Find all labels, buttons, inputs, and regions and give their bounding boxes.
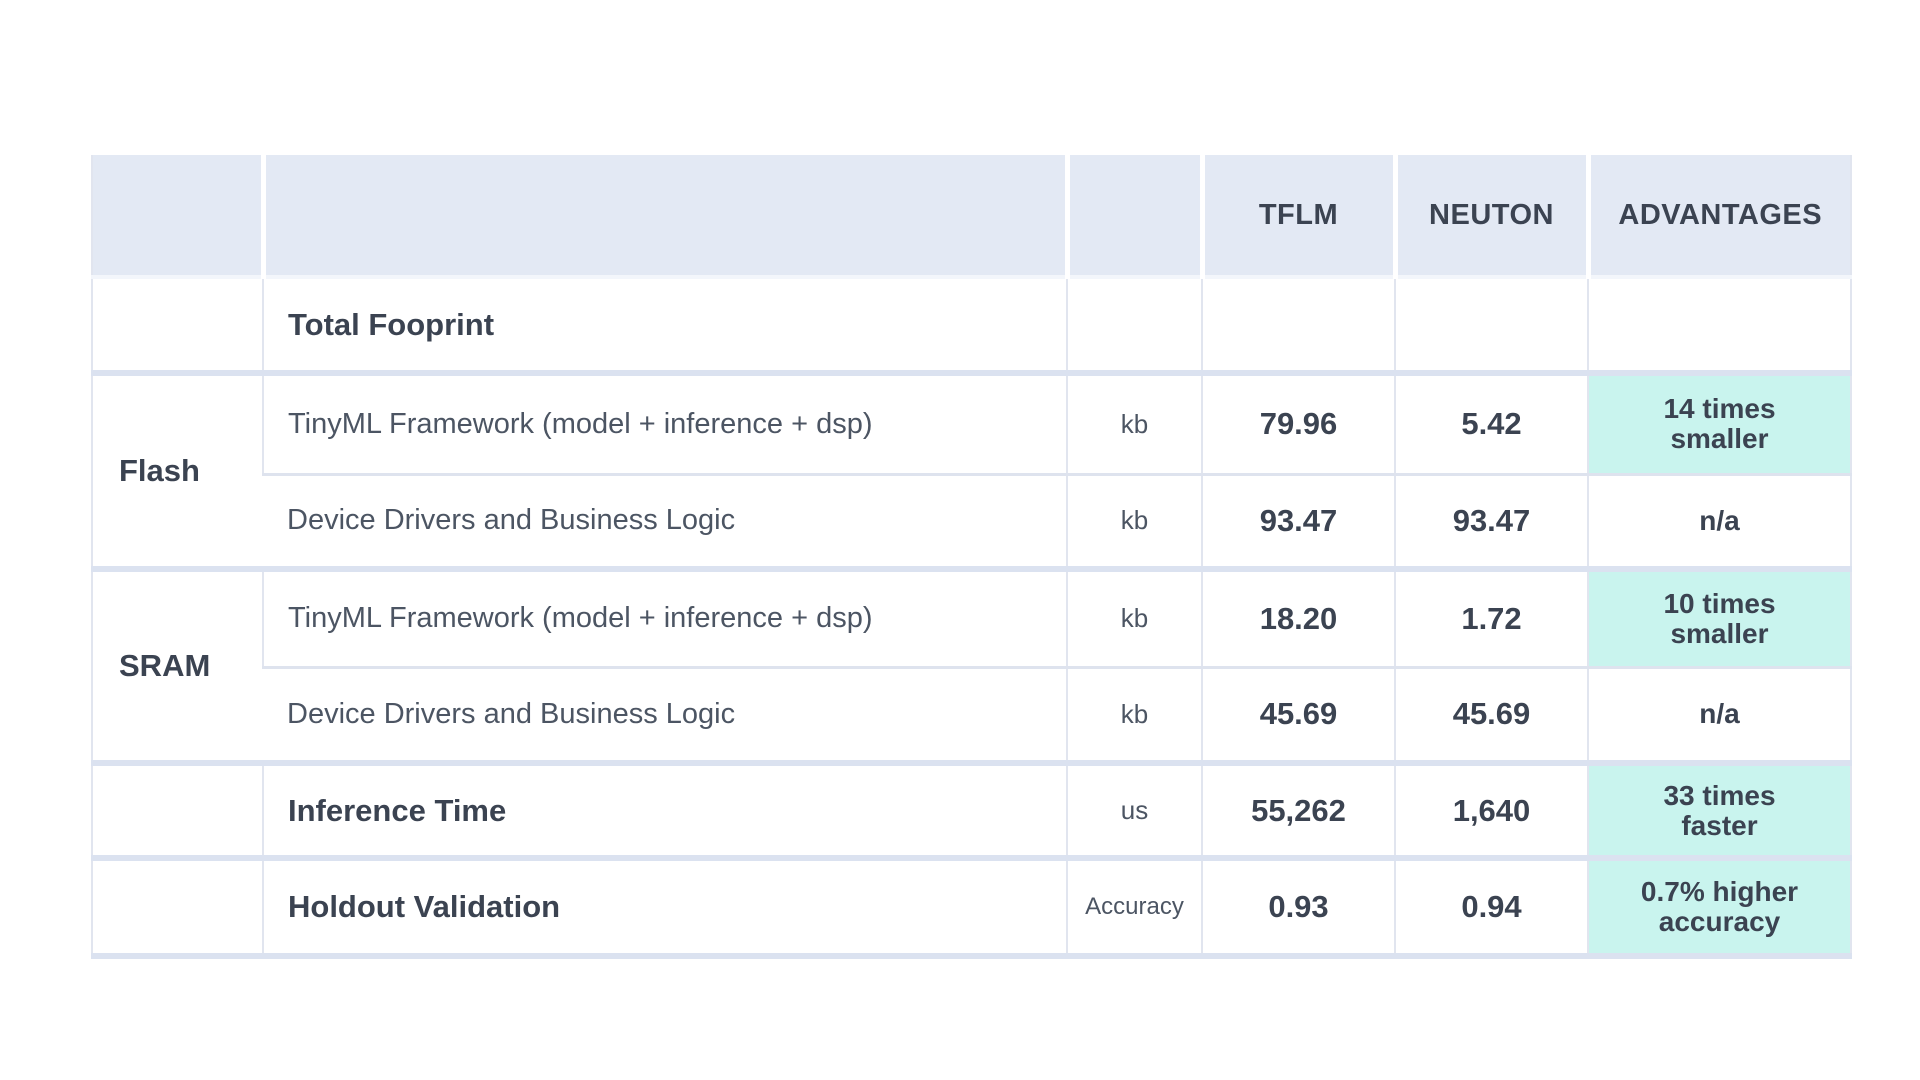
group-label-flash: Flash xyxy=(92,370,263,569)
cell-flash-drivers-unit: kb xyxy=(1066,472,1202,569)
cell-sram-framework-tflm: 18.20 xyxy=(1201,566,1395,667)
header-cell-unit-empty xyxy=(1064,155,1202,279)
cell-flash-framework-advantage: 14 times smaller xyxy=(1587,370,1851,474)
cell-sram-framework-unit: kb xyxy=(1066,566,1202,667)
cell-holdout-tflm: 0.93 xyxy=(1201,855,1395,956)
cell-sram-drivers-neuton: 45.69 xyxy=(1394,665,1588,763)
row-total-footprint: Total Fooprint xyxy=(92,277,1851,373)
row-sram-drivers: Device Drivers and Business Logic kb 45.… xyxy=(92,665,1851,763)
cell-sram-drivers-unit: kb xyxy=(1066,665,1202,763)
cell-flash-drivers-label: Device Drivers and Business Logic xyxy=(263,472,1067,569)
row-flash-framework: Flash TinyML Framework (model + inferenc… xyxy=(92,370,1851,569)
cell-inference-unit: us xyxy=(1066,760,1202,858)
header-cell-metric-empty xyxy=(260,155,1067,279)
cell-holdout-group-empty xyxy=(92,855,263,956)
cell-sram-drivers-tflm: 45.69 xyxy=(1201,665,1395,763)
cell-sram-drivers-label: Device Drivers and Business Logic xyxy=(263,665,1067,763)
cell-total-label: Total Fooprint xyxy=(262,277,1067,373)
cell-total-group-empty xyxy=(92,277,263,373)
cell-total-neuton-empty xyxy=(1394,277,1588,373)
cell-flash-drivers-neuton: 93.47 xyxy=(1394,472,1588,569)
cell-flash-framework-tflm: 79.96 xyxy=(1201,370,1395,474)
cell-flash-framework-neuton: 5.42 xyxy=(1394,370,1588,474)
header-cell-group-empty xyxy=(92,155,263,279)
cell-sram-drivers-advantage: n/a xyxy=(1587,665,1851,763)
header-cell-tflm: TFLM xyxy=(1199,155,1395,279)
cell-inference-tflm: 55,262 xyxy=(1201,760,1395,858)
cell-total-tflm-empty xyxy=(1201,277,1395,373)
row-sram-framework: SRAM TinyML Framework (model + inference… xyxy=(92,566,1851,763)
header-row: TFLM NEUTON ADVANTAGES xyxy=(92,155,1851,279)
cell-inference-neuton: 1,640 xyxy=(1394,760,1588,858)
cell-flash-framework-label: TinyML Framework (model + inference + ds… xyxy=(262,370,1067,474)
comparison-table-container: TFLM NEUTON ADVANTAGES Total Fooprint Fl… xyxy=(91,155,1852,959)
cell-flash-drivers-advantage: n/a xyxy=(1587,472,1851,569)
row-flash-drivers: Device Drivers and Business Logic kb 93.… xyxy=(92,472,1851,569)
cell-inference-label: Inference Time xyxy=(262,760,1067,858)
row-inference-time: Inference Time us 55,262 1,640 33 times … xyxy=(92,760,1851,858)
cell-flash-drivers-tflm: 93.47 xyxy=(1201,472,1395,569)
tflm-neuton-comparison-table: TFLM NEUTON ADVANTAGES Total Fooprint Fl… xyxy=(91,155,1852,959)
cell-sram-framework-advantage: 10 times smaller xyxy=(1587,566,1851,667)
cell-total-advantage-empty xyxy=(1587,277,1851,373)
cell-sram-framework-neuton: 1.72 xyxy=(1394,566,1588,667)
cell-inference-group-empty xyxy=(92,760,263,858)
group-label-sram: SRAM xyxy=(92,566,263,763)
cell-holdout-neuton: 0.94 xyxy=(1394,855,1588,956)
cell-holdout-advantage: 0.7% higher accuracy xyxy=(1587,855,1851,956)
cell-total-unit-empty xyxy=(1066,277,1202,373)
header-cell-advantages: ADVANTAGES xyxy=(1585,155,1851,279)
row-holdout-validation: Holdout Validation Accuracy 0.93 0.94 0.… xyxy=(92,855,1851,956)
cell-sram-framework-label: TinyML Framework (model + inference + ds… xyxy=(262,566,1067,667)
header-cell-neuton: NEUTON xyxy=(1392,155,1588,279)
cell-holdout-label: Holdout Validation xyxy=(262,855,1067,956)
cell-inference-advantage: 33 times faster xyxy=(1587,760,1851,858)
cell-holdout-unit: Accuracy xyxy=(1066,855,1202,956)
cell-flash-framework-unit: kb xyxy=(1066,370,1202,474)
